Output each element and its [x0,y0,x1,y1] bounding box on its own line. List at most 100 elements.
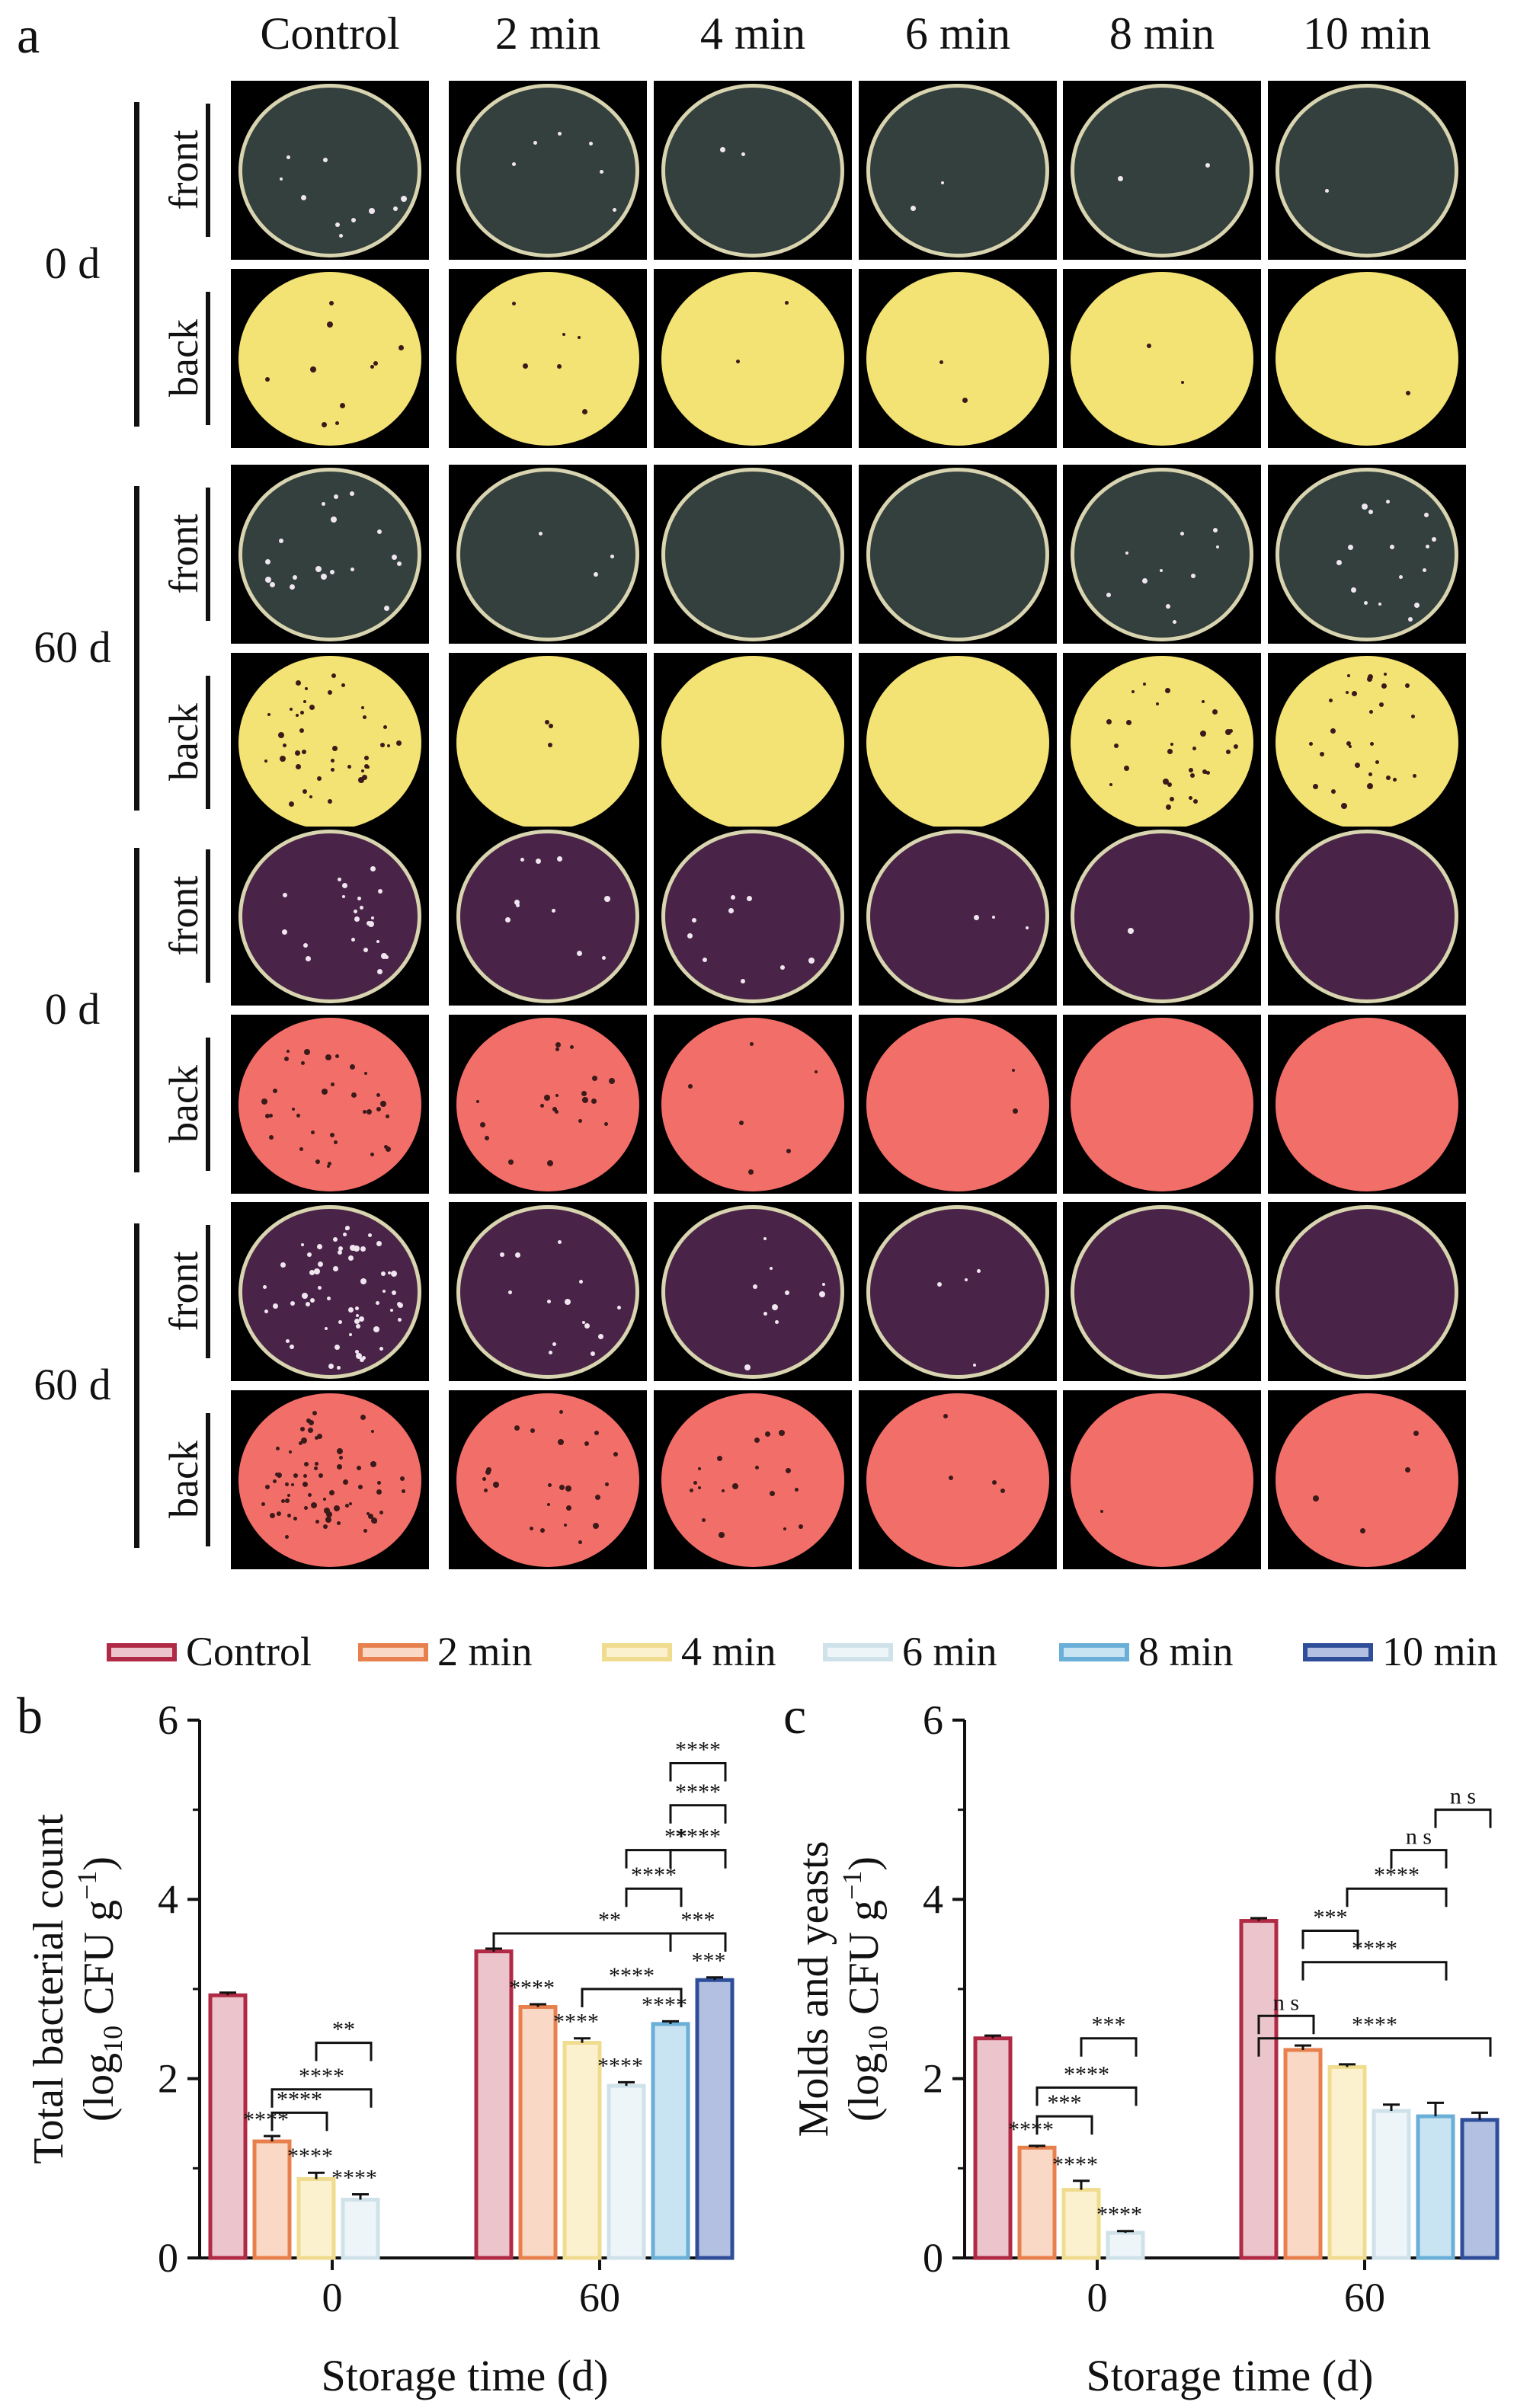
plate-3-5 [1268,653,1466,832]
petri-dish [1276,656,1458,830]
significance-label-7: ** [664,1824,687,1850]
significance-bracket-7 [1346,1887,1448,1908]
bar-1-4 [651,2022,690,2260]
plate-2-3 [859,465,1057,644]
side-tick-5 [206,1038,210,1171]
petri-dish [1276,84,1458,257]
y-tick-label-1: 2 [158,2056,178,2102]
legend-swatch [1303,1643,1373,1661]
bar-sig-label-1: **** [287,2144,333,2169]
plate-3-2 [654,653,852,832]
bar-1-2 [1327,2064,1367,2260]
petri-dish [661,830,844,1003]
significance-bracket-9 [1434,1808,1492,1828]
petri-dish [866,1018,1049,1191]
bar-sig-label-2: **** [1096,2202,1142,2227]
plate-2-5 [1268,465,1466,644]
plate-3-4 [1063,653,1261,832]
group-bracket-3 [134,1223,139,1548]
petri-dish [1071,84,1253,257]
significance-bracket-2 [315,2042,373,2061]
plate-0-4 [1063,81,1261,260]
bar-sig-label-3: **** [509,1975,555,2000]
panel-b-label: b [17,1687,43,1744]
group-bracket-0 [134,102,139,427]
plate-6-4 [1063,1202,1261,1381]
significance-bracket-6 [625,1887,683,1908]
bar-0-2 [296,2176,336,2260]
panel-a-label: a [17,6,40,64]
bar-sig-label-0: **** [243,2107,289,2132]
significance-label-3: n s [1273,1990,1299,2015]
plate-4-1 [449,827,647,1006]
petri-dish [866,1393,1049,1567]
significance-label-0: *** [1048,2090,1082,2115]
bar-1-1 [518,2005,558,2260]
side-tick-6 [206,1225,210,1358]
legend-label: 4 min [681,1629,776,1674]
column-header-0: Control [260,8,400,59]
plate-7-3 [859,1390,1057,1569]
petri-dish [661,468,844,641]
plate-0-1 [449,81,647,260]
petri-dish [456,468,639,641]
plate-2-4 [1063,465,1261,644]
y-tick-label-2: 4 [158,1876,178,1922]
day-label-0: 0 d [44,238,101,288]
petri-dish [1071,830,1253,1003]
significance-bracket-4 [492,1932,727,1952]
bar-0-2 [1061,2188,1101,2260]
plate-7-0 [231,1390,429,1569]
bar-sig-label-7: *** [692,1949,726,1974]
group-bracket-2 [134,848,139,1172]
day-label-3: 60 d [34,1360,111,1409]
petri-dish [866,1205,1049,1379]
x-tick-label-0: 0 [322,2275,343,2320]
petri-dish [1071,272,1253,446]
petri-dish [238,830,421,1003]
bar-0-1 [1017,2145,1057,2260]
bar-sig-label-4: **** [553,2010,599,2035]
significance-label-2: *** [1092,2013,1126,2038]
bar-1-3 [1372,2109,1411,2260]
petri-dish [238,1393,421,1567]
significance-label-1: **** [1064,2061,1109,2087]
petri-dish [661,1018,844,1191]
significance-label-1: **** [299,2064,344,2089]
x-tick-label-0: 0 [1087,2275,1108,2320]
petri-dish [238,656,421,830]
significance-label-3: **** [609,1963,655,1988]
plate-6-5 [1268,1202,1466,1381]
plate-3-1 [449,653,647,832]
side-tick-4 [206,849,210,983]
legend-swatch [1059,1643,1129,1661]
side-tick-2 [206,488,210,621]
significance-label-0: **** [277,2087,322,2112]
petri-dish [866,84,1049,257]
significance-label-7: **** [1374,1863,1420,1888]
bar-1-0 [474,1949,514,2260]
petri-dish [456,830,639,1003]
plate-1-5 [1268,269,1466,448]
significance-bracket-8 [669,1849,727,1869]
significance-label-8: n s [1406,1824,1432,1850]
plate-3-3 [859,653,1057,832]
significance-bracket-2 [1080,2037,1138,2057]
significance-bracket-1 [1035,2086,1138,2106]
bar-0-3 [341,2198,380,2260]
side-tick-0 [206,104,210,237]
petri-dish [456,84,639,257]
petri-dish [661,1205,844,1379]
plate-6-2 [654,1202,852,1381]
petri-dish [456,272,639,446]
significance-bracket-10 [669,1761,727,1782]
bar-1-0 [1239,1919,1279,2260]
petri-dish [1276,1018,1458,1191]
bar-1-2 [562,2041,602,2260]
plate-2-2 [654,465,852,644]
bar-sig-label-5: **** [597,2053,643,2078]
significance-label-10: **** [675,1737,721,1762]
legend-swatch [107,1643,177,1661]
petri-dish [1071,468,1253,641]
side-tick-1 [206,292,210,425]
